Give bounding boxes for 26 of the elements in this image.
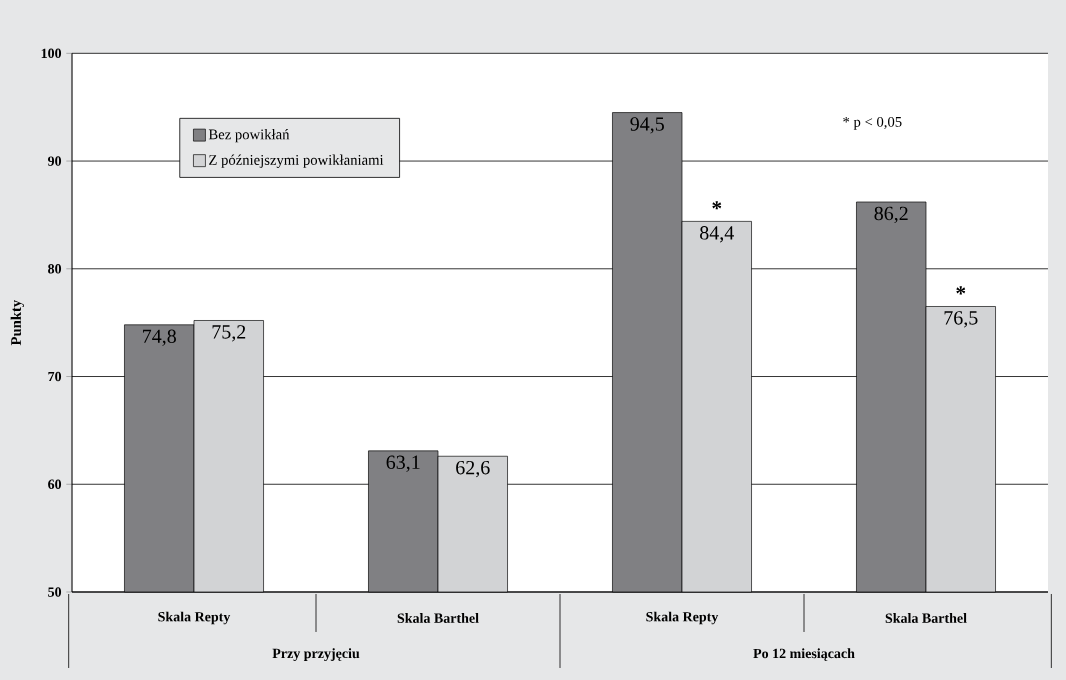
data-label: 75,2 (212, 325, 246, 342)
data-label: 76,5 (944, 311, 978, 328)
data-label: 84,4 (700, 226, 734, 243)
annotation: * (712, 201, 722, 210)
data-label: 94,5 (630, 117, 664, 134)
y-tick-label: 50 (48, 587, 62, 597)
y-tick-label: 60 (48, 479, 62, 489)
y-tick-label: 80 (48, 264, 62, 274)
x-tick-label: Skala Barthel (397, 613, 479, 623)
annotation: * p < 0,05 (843, 116, 902, 130)
data-label: 62,6 (456, 460, 490, 478)
x-tick-label: Skala Barthel (885, 613, 967, 623)
data-label: 86,2 (874, 206, 908, 224)
annotation: * (956, 286, 966, 295)
x-tick-label: Skala Repty (646, 611, 719, 625)
data-label: 63,1 (386, 455, 420, 472)
legend-label: Z późniejszymi powikłaniami (209, 154, 384, 168)
y-tick-label: 100 (41, 48, 62, 59)
text: Przy przyjęciu (272, 648, 360, 662)
x-tick-label: Skala Repty (158, 611, 231, 625)
legend-label: Bez powikłań (208, 129, 290, 143)
y-tick-label: 90 (47, 156, 62, 166)
y-tick-label: 70 (48, 371, 62, 382)
data-label: 74,8 (143, 329, 176, 346)
text: Po 12 miesiącach (753, 648, 855, 661)
y-axis-title: Punkty (10, 299, 25, 346)
